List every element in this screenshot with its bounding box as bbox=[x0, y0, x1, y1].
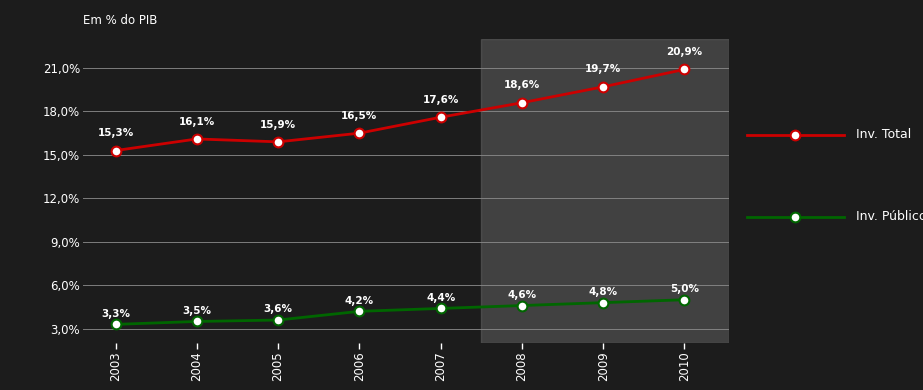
Text: 20,9%: 20,9% bbox=[666, 47, 702, 57]
Text: 3,3%: 3,3% bbox=[102, 308, 130, 319]
Text: 16,5%: 16,5% bbox=[342, 111, 378, 121]
Text: 4,2%: 4,2% bbox=[345, 296, 374, 305]
Text: 4,4%: 4,4% bbox=[426, 292, 455, 303]
Text: 4,8%: 4,8% bbox=[589, 287, 617, 297]
Text: 15,9%: 15,9% bbox=[260, 120, 296, 129]
Text: 3,5%: 3,5% bbox=[183, 306, 211, 316]
Text: 17,6%: 17,6% bbox=[423, 95, 459, 105]
Text: 15,3%: 15,3% bbox=[98, 128, 134, 138]
Text: 18,6%: 18,6% bbox=[504, 80, 540, 90]
Bar bbox=[481, 39, 729, 343]
Text: Em % do PIB: Em % do PIB bbox=[83, 14, 158, 27]
Text: 16,1%: 16,1% bbox=[179, 117, 215, 127]
Text: 3,6%: 3,6% bbox=[264, 304, 293, 314]
Text: 5,0%: 5,0% bbox=[670, 284, 699, 294]
Text: 19,7%: 19,7% bbox=[585, 64, 621, 74]
Text: Inv. Público: Inv. Público bbox=[856, 210, 923, 223]
Text: Inv. Total: Inv. Total bbox=[856, 128, 911, 142]
Text: 4,6%: 4,6% bbox=[508, 290, 536, 300]
